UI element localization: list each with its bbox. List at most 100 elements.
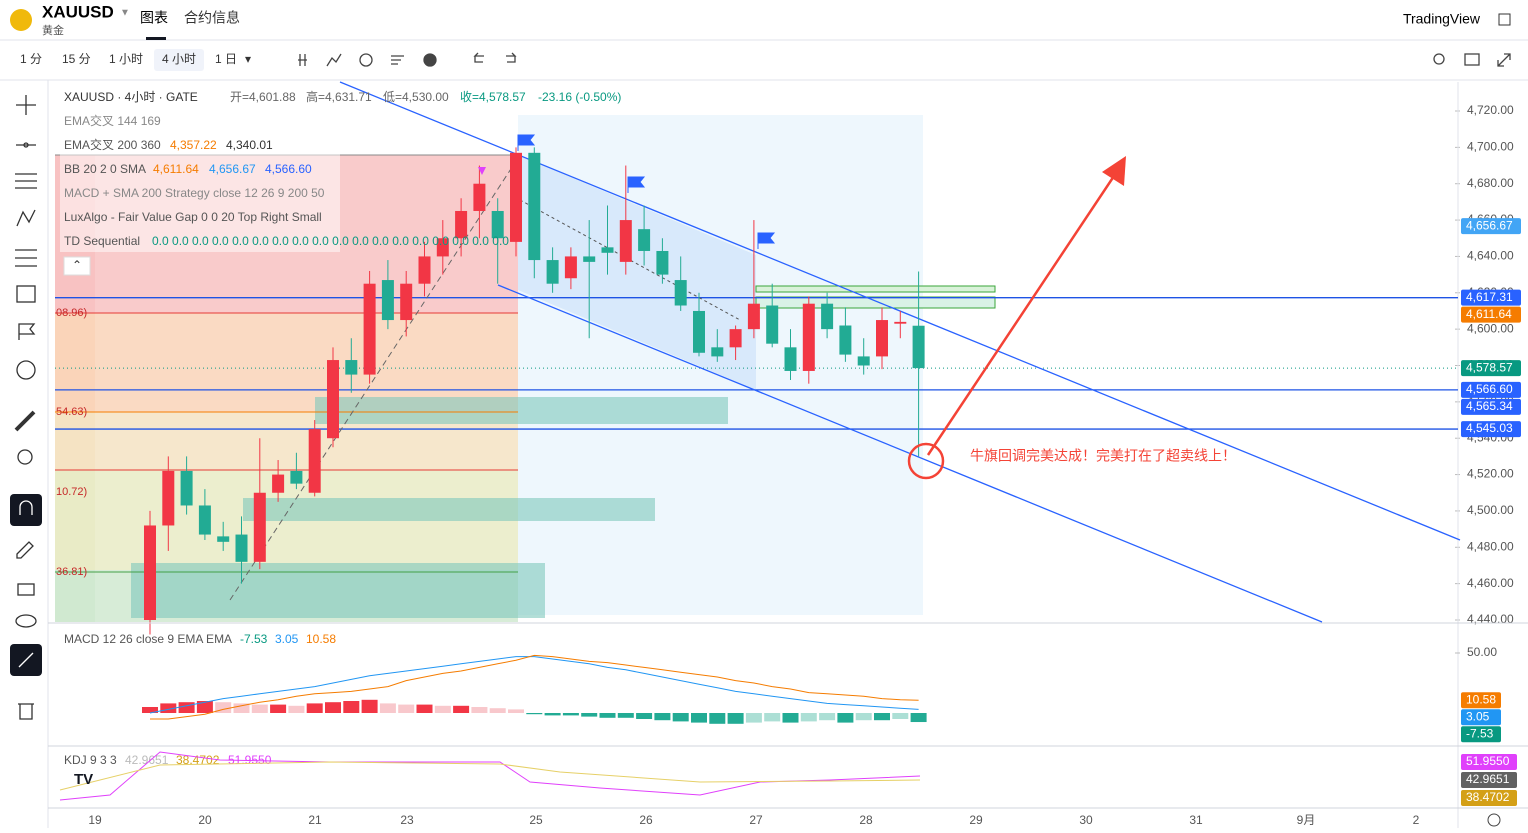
macd-bar — [544, 713, 561, 716]
pane-title: MACD 12 26 close 9 EMA EMA — [64, 632, 232, 646]
icon[interactable] — [506, 52, 517, 63]
logo: TV — [74, 771, 93, 788]
icon[interactable] — [359, 53, 373, 67]
dropdown[interactable]: ▼ — [120, 8, 130, 19]
fib-label: 36.81) — [56, 566, 87, 578]
legend-text: 低=4,530.00 — [383, 90, 449, 104]
candle-body — [308, 429, 321, 493]
price-tag — [1461, 289, 1521, 306]
candle-body — [162, 470, 175, 526]
fib-label: 08.96) — [56, 307, 87, 319]
legend-text: LuxAlgo - Fair Value Gap 0 0 20 Top Righ… — [64, 210, 322, 224]
macd-bar — [654, 713, 671, 721]
price-tag — [1461, 381, 1521, 398]
candle-body — [455, 210, 468, 239]
interval[interactable]: 1 日 — [215, 52, 237, 66]
candle-body — [528, 152, 541, 261]
interval[interactable]: 4 小时 — [162, 52, 196, 66]
macd-bar — [874, 713, 890, 721]
legend-bg — [60, 134, 340, 252]
candle-body — [876, 320, 888, 357]
candle-body — [619, 220, 632, 262]
annotation: 牛旗回调完美达成！完美打在了超卖线上！ — [970, 448, 1236, 464]
settings[interactable] — [1487, 813, 1501, 827]
icon[interactable] — [15, 173, 37, 189]
price-tag — [1461, 421, 1521, 438]
candle-body — [510, 152, 522, 242]
icon[interactable] — [473, 52, 484, 63]
icon[interactable] — [391, 55, 404, 65]
candle-body — [857, 356, 870, 366]
macd-bar — [636, 713, 653, 719]
tab[interactable]: 图表 — [140, 10, 168, 26]
icon[interactable] — [16, 360, 36, 380]
icon[interactable] — [17, 449, 33, 465]
y-tick-label: 4,640.00 — [1467, 249, 1514, 263]
macd-bar — [343, 701, 360, 713]
icon-active[interactable] — [10, 494, 42, 526]
icon[interactable] — [423, 53, 437, 67]
x-tick-label: 2 — [1413, 813, 1420, 827]
tab[interactable]: 合约信息 — [184, 10, 240, 26]
macd-bar — [599, 713, 616, 718]
legend-text: -7.53 — [240, 632, 268, 646]
macd-bar — [800, 713, 817, 722]
legend-text: 高=4,631.71 — [306, 89, 372, 104]
fvg-box — [131, 563, 545, 618]
dash-line — [229, 154, 521, 601]
flag — [627, 176, 646, 193]
x-tick-label: 21 — [308, 813, 322, 827]
icon[interactable] — [15, 249, 37, 267]
y-tick-label: 50.00 — [1467, 645, 1497, 659]
icon[interactable] — [16, 95, 36, 115]
macd-bar — [691, 713, 707, 723]
macd-bar — [453, 705, 470, 713]
checkbox[interactable] — [1498, 13, 1511, 26]
x-tick-label: 23 — [400, 813, 414, 827]
price-tag-label: 4,656.67 — [1466, 218, 1513, 232]
icon[interactable] — [18, 323, 36, 340]
candle-body — [656, 250, 669, 275]
icon[interactable] — [14, 410, 36, 432]
legend-text: MACD + SMA 200 Strategy close 12 26 9 20… — [64, 186, 325, 200]
candle-body — [912, 325, 925, 369]
macd-bar — [910, 713, 927, 723]
icon[interactable] — [23, 142, 29, 148]
icon[interactable] — [16, 209, 36, 227]
flag — [757, 232, 776, 249]
candle-body — [144, 525, 156, 620]
y-tick-label: 4,600.00 — [1467, 321, 1514, 335]
symbol[interactable]: XAUUSD — [42, 2, 114, 21]
icon[interactable] — [1464, 53, 1480, 66]
icon[interactable] — [18, 703, 34, 720]
legend-text: 4,656.67 — [209, 162, 256, 176]
icon[interactable] — [1433, 53, 1445, 65]
interval[interactable]: 15 分 — [62, 52, 91, 66]
x-tick-label: 31 — [1189, 813, 1203, 827]
icon[interactable] — [16, 285, 36, 303]
icon[interactable] — [326, 53, 342, 67]
price-tag — [1461, 772, 1517, 788]
pane-title: KDJ 9 3 3 — [64, 753, 117, 767]
icon[interactable] — [15, 614, 37, 628]
price-tag-label: 4,565.34 — [1466, 399, 1513, 413]
candle-body — [327, 360, 339, 439]
collapse[interactable] — [63, 256, 91, 276]
candle-body — [638, 229, 651, 251]
legend-text: BB 20 2 0 SMA — [64, 162, 146, 176]
interval[interactable]: 1 小时 — [109, 52, 143, 66]
interval[interactable]: 1 分 — [20, 52, 42, 66]
fvg-box — [243, 498, 655, 521]
icon[interactable] — [16, 541, 34, 559]
candle-body — [436, 238, 449, 257]
price-tag-label: 38.4702 — [1466, 790, 1510, 804]
candle-body — [564, 256, 577, 279]
price-tag — [1461, 218, 1521, 235]
dropdown[interactable]: ▾ — [245, 52, 251, 66]
icon[interactable] — [17, 583, 35, 596]
collapse-icon: ⌃ — [72, 258, 82, 272]
y-tick-label: 4,520.00 — [1467, 467, 1514, 481]
icon[interactable] — [298, 54, 307, 66]
icon[interactable] — [1497, 53, 1511, 67]
